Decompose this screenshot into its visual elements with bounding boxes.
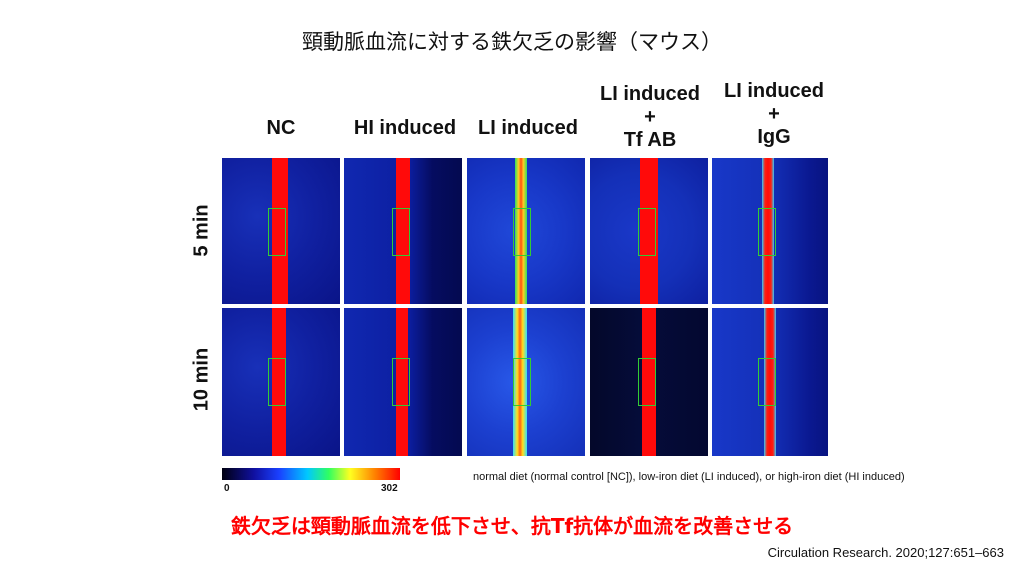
image-panel-hi-10min [344,308,462,456]
column-header-hi-induced: HI induced [340,117,470,140]
roi-box [638,358,656,406]
vessel-signal [396,308,408,456]
column-header-line: + [768,103,780,125]
image-panel-nc-10min [222,308,340,456]
image-panel-hi-5min [344,158,462,304]
vessel-signal [515,158,527,304]
vessel-signal [513,308,527,456]
roi-box [758,208,776,256]
vessel-signal [764,308,776,456]
column-header-li-tfab: LI induced + Tf AB [586,83,714,152]
colorbar [222,468,400,480]
roi-box [268,358,286,406]
roi-box [392,358,410,406]
roi-box [392,208,410,256]
column-header-line: + [644,106,656,128]
roi-box [513,208,531,256]
conclusion-text: 鉄欠乏は頸動脈血流を低下させ、抗Tf抗体が血流を改善させる [230,514,794,538]
vessel-signal [272,308,286,456]
column-header-line: HI induced [353,117,457,139]
row-header-10min: 10 min [190,347,213,412]
vessel-signal [762,158,774,304]
roi-box [268,208,286,256]
column-header-li-igg: LI induced + IgG [708,80,840,149]
roi-box [758,358,776,406]
roi-box [638,208,656,256]
column-header-line: NC [266,117,296,139]
image-panel-li-tfab-5min [590,158,708,304]
roi-box [513,358,531,406]
column-header-line: LI induced [600,83,700,105]
image-panel-nc-5min [222,158,340,304]
citation: Circulation Research. 2020;127:651–663 [767,545,1004,560]
vessel-signal [642,308,656,456]
image-panel-li-tfab-10min [590,308,708,456]
vessel-signal [272,158,288,304]
column-header-nc: NC [222,117,340,140]
vessel-signal [640,158,658,304]
image-panel-li-5min [467,158,585,304]
colorbar-max-label: 302 [381,483,398,494]
column-header-li-induced: LI induced [466,117,590,140]
column-header-line: LI induced [724,80,824,102]
image-panel-li-igg-10min [712,308,828,456]
column-header-line: Tf AB [623,129,677,151]
vessel-signal [396,158,410,304]
column-header-line: IgG [757,126,791,148]
row-header-5min: 5 min [190,204,213,257]
colorbar-min-label: 0 [224,483,230,494]
group-legend-note: normal diet (normal control [NC]), low-i… [473,471,905,483]
image-panel-li-igg-5min [712,158,828,304]
column-header-line: LI induced [478,117,578,139]
slide-title: 頸動脈血流に対する鉄欠乏の影響（マウス） [302,30,722,54]
image-panel-li-10min [467,308,585,456]
